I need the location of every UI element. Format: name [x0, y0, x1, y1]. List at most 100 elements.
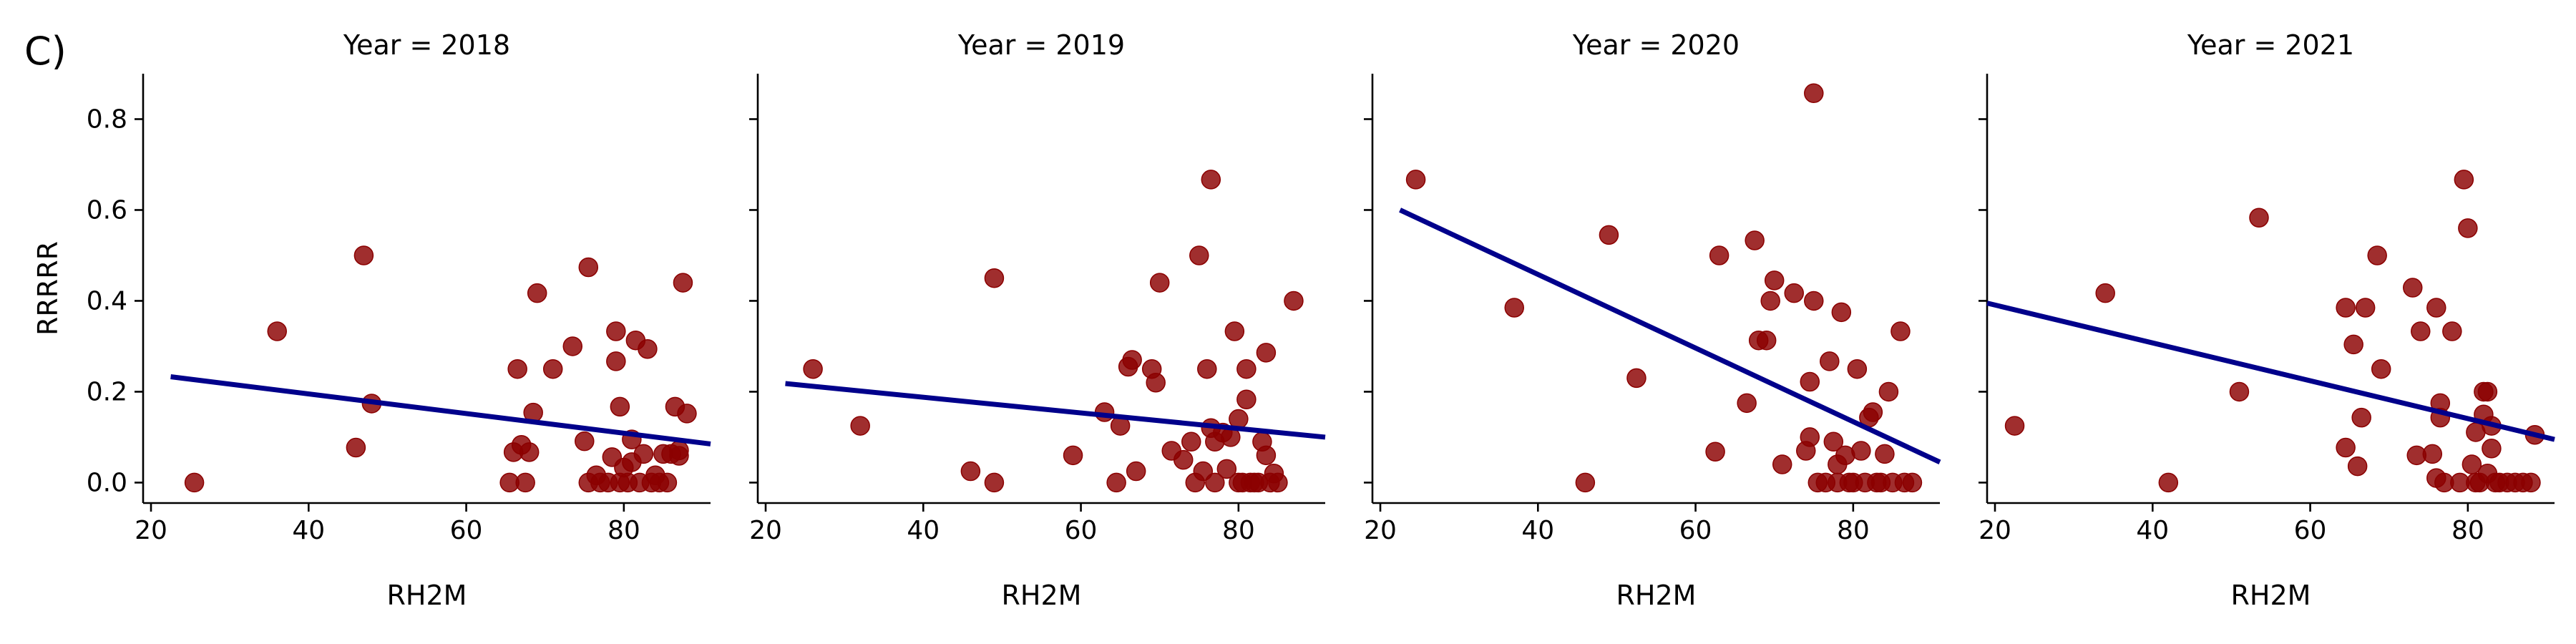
scatter-point: [1745, 230, 1765, 250]
scatter-point: [1626, 368, 1646, 389]
scatter-point: [669, 446, 689, 466]
regression-line: [1399, 208, 1941, 465]
regression-line: [1986, 301, 2555, 442]
scatter-point: [1106, 472, 1126, 493]
scatter-point: [2477, 381, 2498, 402]
scatter-point: [562, 336, 583, 356]
scatter-point: [1405, 170, 1426, 190]
scatter-point: [1224, 321, 1245, 341]
scatter-point: [2482, 439, 2502, 459]
scatter-point: [507, 358, 527, 379]
x-tick-label: 80: [608, 516, 640, 545]
scatter-point: [2422, 444, 2443, 464]
scatter-point: [1284, 291, 1304, 311]
x-tick-label: 60: [1065, 516, 1098, 545]
scatter-point: [2442, 321, 2462, 341]
scatter-point: [673, 273, 693, 293]
scatter-point: [1784, 283, 1804, 303]
x-tick-label: 60: [2294, 516, 2327, 545]
scatter-point: [184, 472, 205, 493]
x-axis-label: RH2M: [387, 580, 467, 611]
scatter-point: [2426, 298, 2446, 318]
scatter-point: [850, 416, 870, 436]
scatter-point: [2249, 208, 2269, 228]
panel-title: Year = 2020: [1572, 29, 1740, 61]
scatter-point: [1772, 454, 1792, 474]
scatter-point: [1599, 225, 1619, 245]
scatter-point: [1575, 472, 1596, 493]
scatter-point: [542, 358, 563, 379]
x-tick-label: 80: [2451, 516, 2484, 545]
regression-line: [785, 381, 1326, 440]
scatter-point: [575, 431, 595, 452]
scatter-point: [677, 404, 697, 424]
y-tick-label: 0.4: [87, 286, 127, 316]
facet-panel-1: Year = 2019 20 40 60 80 RH2M: [749, 29, 1326, 611]
scatter-point: [2158, 472, 2179, 493]
x-tick-label: 20: [1364, 516, 1397, 545]
x-tick-label: 20: [135, 516, 167, 545]
scatter-point: [1268, 472, 1288, 493]
x-axis-label: RH2M: [2231, 580, 2311, 611]
facet-panel-2: Year = 2020 20 40 60 80 RH2M: [1364, 29, 1941, 611]
scatter-point: [1149, 273, 1170, 293]
scatter-point: [2458, 218, 2478, 238]
scatter-point: [2343, 334, 2363, 355]
scatter-point: [1756, 330, 1777, 351]
x-axis-label: RH2M: [1616, 580, 1697, 611]
y-tick-label: 0.6: [87, 195, 127, 225]
y-tick-label: 0.2: [87, 377, 127, 406]
panel-title: Year = 2018: [343, 29, 510, 61]
scatter-point: [657, 472, 678, 493]
x-tick-label: 20: [1979, 516, 2011, 545]
panel-title: Year = 2019: [957, 29, 1125, 61]
x-tick-label: 80: [1222, 516, 1255, 545]
scatter-point: [1851, 441, 1871, 461]
scatter-point: [1146, 372, 1166, 393]
scatter-point: [2351, 407, 2371, 428]
scatter-point: [1122, 350, 1142, 370]
x-tick-label: 40: [2136, 516, 2169, 545]
scatter-point: [1174, 449, 1194, 470]
scatter-point: [1063, 445, 1083, 466]
x-tick-label: 60: [1679, 516, 1712, 545]
scatter-point: [527, 283, 547, 303]
x-tick-label: 40: [1521, 516, 1554, 545]
scatter-point: [960, 461, 981, 482]
scatter-point: [1847, 358, 1868, 379]
scatter-point: [1236, 389, 1257, 409]
scatter-point: [1804, 83, 1824, 104]
scatter-point: [2095, 283, 2115, 303]
y-tick-label: 0.0: [87, 468, 127, 497]
scatter-point: [578, 257, 599, 278]
scatter-point: [1863, 402, 1883, 422]
scatter-point: [267, 321, 287, 341]
scatter-point: [1181, 431, 1201, 452]
scatter-point: [1804, 291, 1824, 311]
scatter-point: [1764, 270, 1785, 291]
scatter-point: [1709, 245, 1729, 265]
scatter-point: [2336, 437, 2356, 458]
scatter-point: [2411, 321, 2431, 341]
y-tick-label: 0.8: [87, 104, 127, 134]
scatter-point: [1197, 358, 1217, 379]
panel-title: Year = 2021: [2187, 29, 2354, 61]
scatter-point: [1875, 444, 1895, 464]
scatter-point: [1126, 461, 1146, 482]
scatter-point: [1216, 459, 1237, 479]
scatter-point: [2347, 456, 2368, 477]
scatter-point: [803, 358, 823, 379]
x-tick-label: 40: [292, 516, 325, 545]
scatter-point: [606, 351, 626, 371]
scatter-point: [638, 339, 658, 359]
scatter-point: [2336, 298, 2356, 318]
panel-letter: C): [24, 29, 67, 74]
x-tick-label: 40: [907, 516, 940, 545]
x-axis-label: RH2M: [1002, 580, 1082, 611]
scatter-point: [610, 396, 630, 417]
scatter-point: [1831, 302, 1852, 323]
x-tick-label: 60: [450, 516, 483, 545]
scatter-point: [1800, 371, 1820, 392]
scatter-point: [606, 321, 626, 341]
